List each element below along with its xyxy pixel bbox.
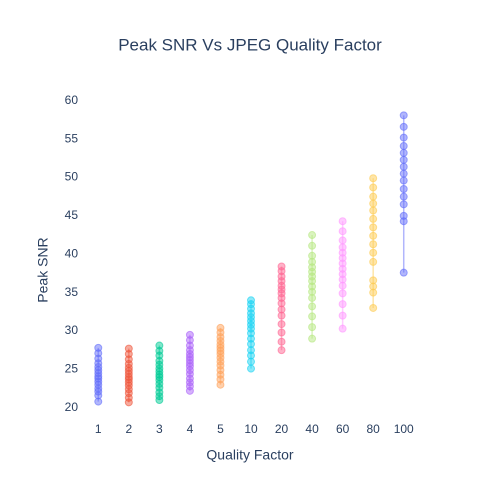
y-tick-label: 60 — [65, 93, 79, 107]
y-tick-label: 55 — [65, 131, 79, 145]
x-tick-label: 4 — [187, 422, 194, 436]
point — [277, 346, 286, 355]
point — [338, 217, 347, 226]
point — [369, 248, 378, 257]
x-tick-label: 3 — [156, 422, 163, 436]
point — [277, 262, 286, 271]
point — [124, 344, 133, 353]
point — [338, 300, 347, 309]
point — [369, 206, 378, 215]
x-tick-label: 60 — [336, 422, 350, 436]
point — [369, 257, 378, 266]
point — [369, 240, 378, 249]
x-tick-label: 80 — [367, 422, 381, 436]
point — [369, 192, 378, 201]
point — [399, 155, 408, 164]
point — [369, 231, 378, 240]
point — [399, 169, 408, 178]
point — [399, 200, 408, 209]
point — [369, 276, 378, 285]
point — [308, 241, 317, 250]
point — [247, 364, 255, 373]
point — [338, 289, 347, 298]
point — [369, 303, 378, 312]
point — [399, 211, 408, 220]
point — [338, 311, 347, 320]
y-tick-label: 35 — [65, 285, 79, 299]
point — [399, 111, 408, 120]
point — [308, 312, 317, 321]
x-axis-title: Quality Factor — [206, 447, 293, 463]
x-tick-label: 100 — [394, 422, 414, 436]
x-tick-label: 5 — [217, 422, 224, 436]
point — [399, 185, 408, 193]
point — [308, 334, 317, 343]
point — [369, 183, 378, 192]
point — [185, 330, 194, 339]
point — [399, 268, 408, 277]
point — [216, 323, 225, 332]
point — [308, 302, 317, 311]
point — [277, 320, 286, 329]
x-tick-label: 40 — [305, 422, 319, 436]
x-tick-label: 1 — [95, 422, 102, 436]
point — [399, 192, 408, 201]
point — [369, 174, 378, 183]
point — [94, 343, 103, 352]
point — [155, 341, 164, 350]
y-tick-label: 50 — [65, 170, 79, 184]
point — [277, 337, 286, 346]
point — [338, 227, 347, 236]
y-axis-title: Peak SNR — [35, 237, 51, 302]
point — [399, 122, 408, 131]
point — [399, 176, 408, 185]
point — [338, 243, 347, 252]
y-tick-label: 45 — [65, 208, 79, 222]
point — [369, 199, 378, 208]
chart-title: Peak SNR Vs JPEG Quality Factor — [118, 35, 382, 54]
point — [399, 142, 408, 151]
point — [247, 296, 255, 305]
x-tick-label: 20 — [275, 422, 289, 436]
point — [338, 236, 347, 245]
y-tick-label: 40 — [65, 246, 79, 260]
point — [369, 223, 378, 232]
y-tick-label: 30 — [65, 323, 79, 337]
y-tick-label: 25 — [65, 362, 79, 376]
y-tick-label: 20 — [65, 400, 79, 414]
x-tick-label: 10 — [244, 422, 258, 436]
point — [308, 323, 317, 332]
point — [399, 133, 408, 142]
point — [308, 231, 317, 240]
point — [277, 328, 286, 337]
point — [338, 324, 347, 333]
x-tick-label: 2 — [125, 422, 132, 436]
point — [369, 214, 378, 223]
point — [399, 162, 408, 171]
point — [308, 251, 317, 260]
point — [399, 148, 408, 157]
